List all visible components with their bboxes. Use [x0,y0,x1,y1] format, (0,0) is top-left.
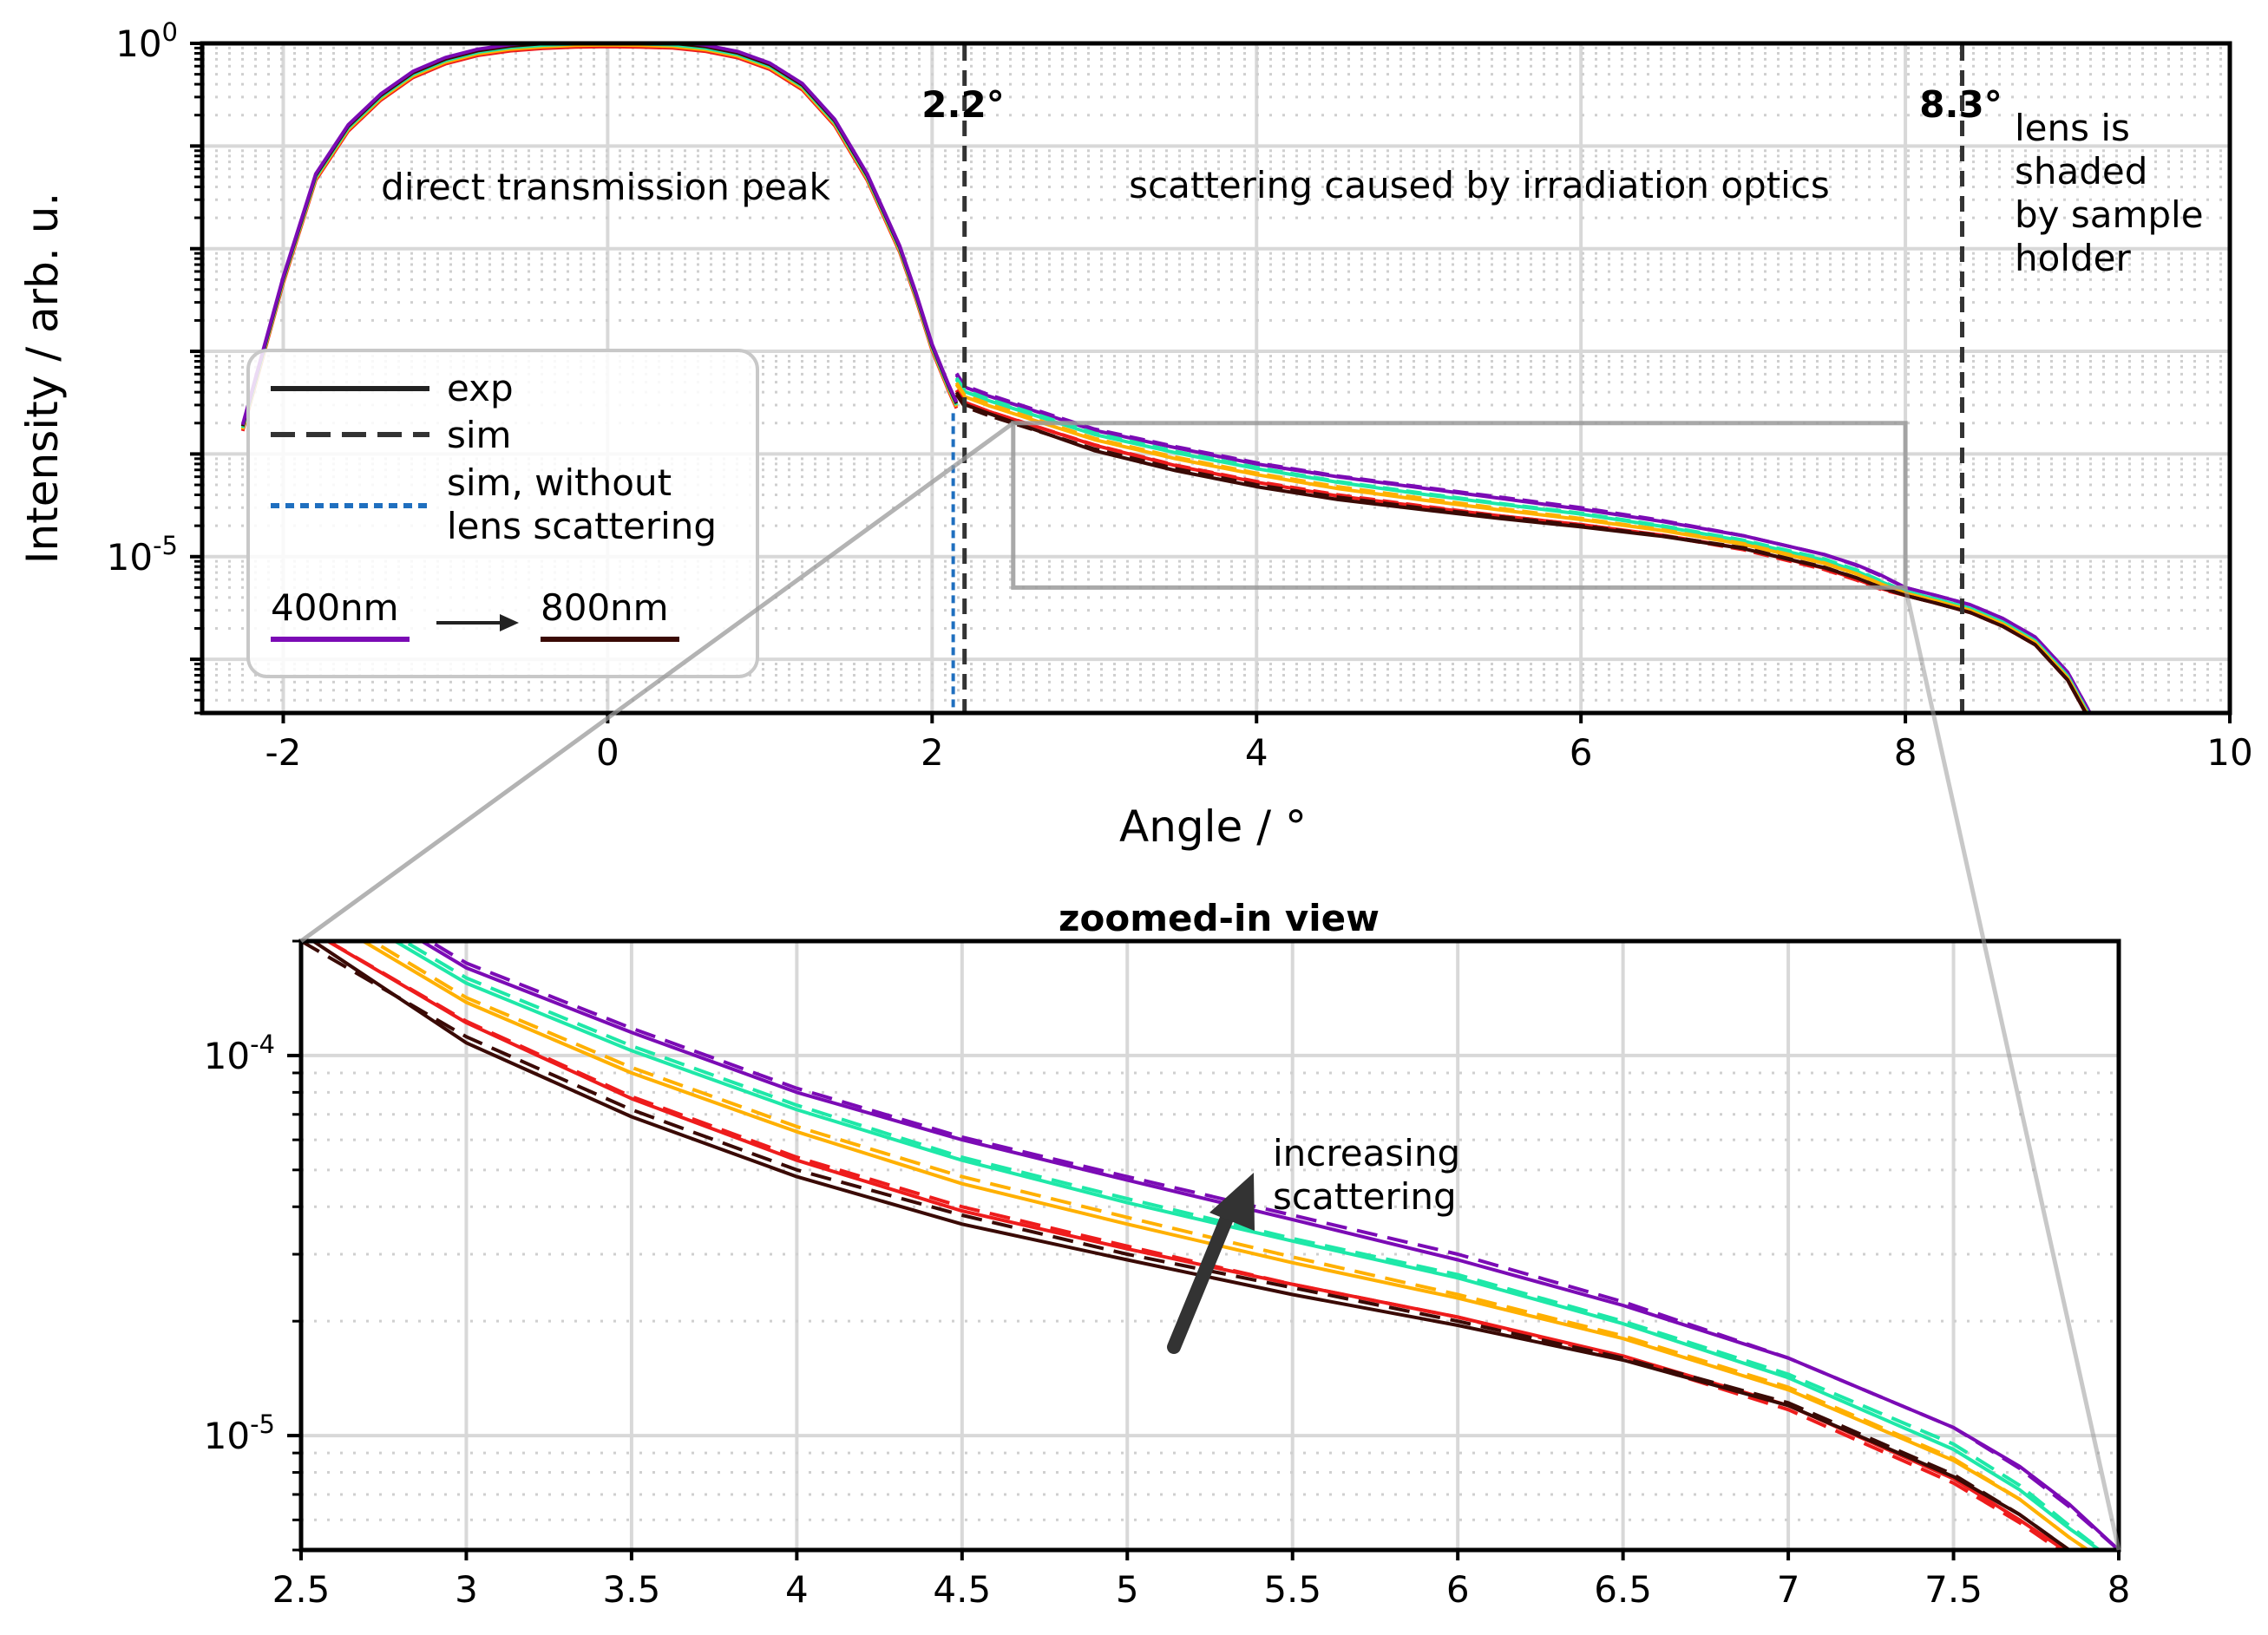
zoom-y-tick-label: 10-4 [204,1030,275,1077]
zoom-x-tick-label: 5.5 [1263,1568,1321,1611]
top-x-tick-label: 2 [921,731,944,774]
zoom-x-tick-label: 6.5 [1594,1568,1652,1611]
scattering-arrow-head [1209,1173,1255,1231]
vline-label-2.2: 2.2° [921,83,1004,126]
top-panel: 2.2° 8.3° direct transmission peak scatt… [17,17,2253,852]
top-vertical-markers [962,45,1965,711]
annotation-lens-shaded-1: lens is [2015,107,2130,149]
top-x-tick-label: 8 [1894,731,1917,774]
top-y-tick-label: 100 [115,17,178,65]
zoom-exp-curve [418,941,2119,1550]
zoom-exp-curve [310,941,2073,1550]
zoom-x-tick-label: 4 [785,1568,809,1611]
top-ticks: -2 0 2 4 6 8 10 100 10-5 [107,17,2253,774]
zoom-y-tick-label: 10-5 [204,1409,275,1457]
zoom-x-tick-label: 3 [455,1568,478,1611]
zoom-x-tick-label: 7.5 [1924,1568,1983,1611]
top-axes-frame [200,41,2232,716]
zoom-region-box [1011,421,1908,590]
zoom-title: zoomed-in view [1059,897,1380,939]
legend-400-unit: nm [340,586,399,629]
zoom-sim-curve [401,941,2104,1550]
zoom-connector-right [1903,586,2121,1551]
annotation-lens-shaded-3: by sample [2015,193,2204,236]
scattering-arrow-shaft [1167,1199,1239,1354]
top-y-tick-label: 10-5 [107,531,178,579]
legend-label-sim-no-lens-2: lens scattering [447,505,717,547]
legend-frame [246,349,759,678]
annotation-lens-shaded-4: holder [2015,237,2131,279]
annotation-lens-shaded-2: shaded [2015,150,2147,193]
top-x-tick-label: 4 [1245,731,1268,774]
legend-label-exp: exp [447,367,514,409]
annotation-direct-transmission: direct transmission peak [381,166,830,208]
zoom-curves [301,941,2119,1550]
top-x-tick-label: -2 [265,731,302,774]
zoom-x-tick-label: 8 [2107,1568,2131,1611]
annotation-increasing-2: scattering [1273,1175,1457,1218]
legend-label-sim-no-lens-1: sim, without [447,461,672,504]
zoom-sim-curve [426,941,2119,1550]
increasing-scattering-arrow [1167,1173,1255,1354]
top-peak-curve [240,43,959,426]
zoom-x-tick-label: 6 [1446,1568,1470,1611]
legend-800-unit: nm [610,586,669,629]
legend-label-sim: sim [447,414,511,456]
zoom-panel: increasing scattering 2.5 3 3.5 4 4.5 5 5.5 6 6.… [204,897,2131,1611]
zoom-ticks: 2.5 3 3.5 4 4.5 5 5.5 6 6.5 7 7.5 8 10-4 10-5 [204,939,2131,1611]
zoom-sim-curve [301,941,2073,1550]
legend-400-value: 400 [271,586,340,629]
legend-800-value: 800 [541,586,610,629]
zoom-x-tick-label: 3.5 [603,1568,661,1611]
zoom-x-tick-label: 5 [1116,1568,1139,1611]
annotation-increasing-1: increasing [1273,1132,1460,1174]
x-axis-title: Angle / ° [1119,801,1307,852]
top-x-tick-label: 6 [1570,731,1593,774]
top-x-tick-label: 0 [596,731,619,774]
y-axis-title: Intensity / arb. u. [17,193,68,565]
annotation-irradiation-optics: scattering caused by irradiation optics [1129,164,1830,206]
zoom-connector-left [299,421,1015,944]
vline-label-8.3: 8.3° [1919,83,2002,126]
top-sim-curve [954,393,2088,713]
zoom-indicator [299,421,2121,1551]
zoom-axes-frame [298,938,2121,1553]
zoom-exp-curve [391,941,2103,1550]
top-sim-curve [954,372,2093,713]
zoom-x-tick-label: 7 [1777,1568,1800,1611]
top-x-tick-label: 10 [2206,731,2252,774]
legend: exp sim sim, without lens scattering 400… [246,349,759,678]
zoom-x-tick-label: 4.5 [933,1568,991,1611]
zoom-sim-curve [324,941,2063,1550]
legend-arrow-head [500,614,519,631]
zoom-sim-curve [369,941,2091,1550]
zoom-x-tick-label: 2.5 [272,1568,331,1611]
